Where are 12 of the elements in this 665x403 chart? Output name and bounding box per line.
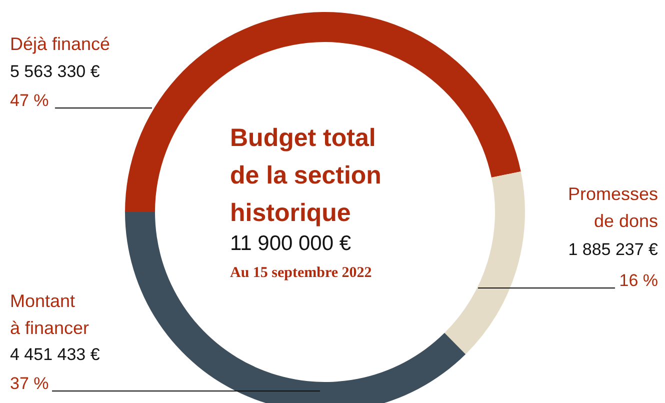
- slice-label: Déjà financé: [10, 34, 110, 54]
- text: 47 %: [10, 91, 49, 110]
- slice-label: Promesses de dons: [568, 184, 658, 231]
- text: Au 15 septembre 2022: [230, 265, 372, 281]
- slice-label: Montant à financer: [10, 291, 90, 338]
- text: 11 900 000 €: [230, 232, 352, 255]
- text: 37 %: [10, 374, 49, 393]
- data-label: 5 563 330 €: [10, 62, 100, 81]
- text: Budget total de la section historique: [230, 124, 382, 227]
- text: 16 %: [619, 271, 658, 290]
- data-label: 1 885 237 €: [568, 240, 659, 259]
- data-label: 4 451 433 €: [10, 345, 100, 364]
